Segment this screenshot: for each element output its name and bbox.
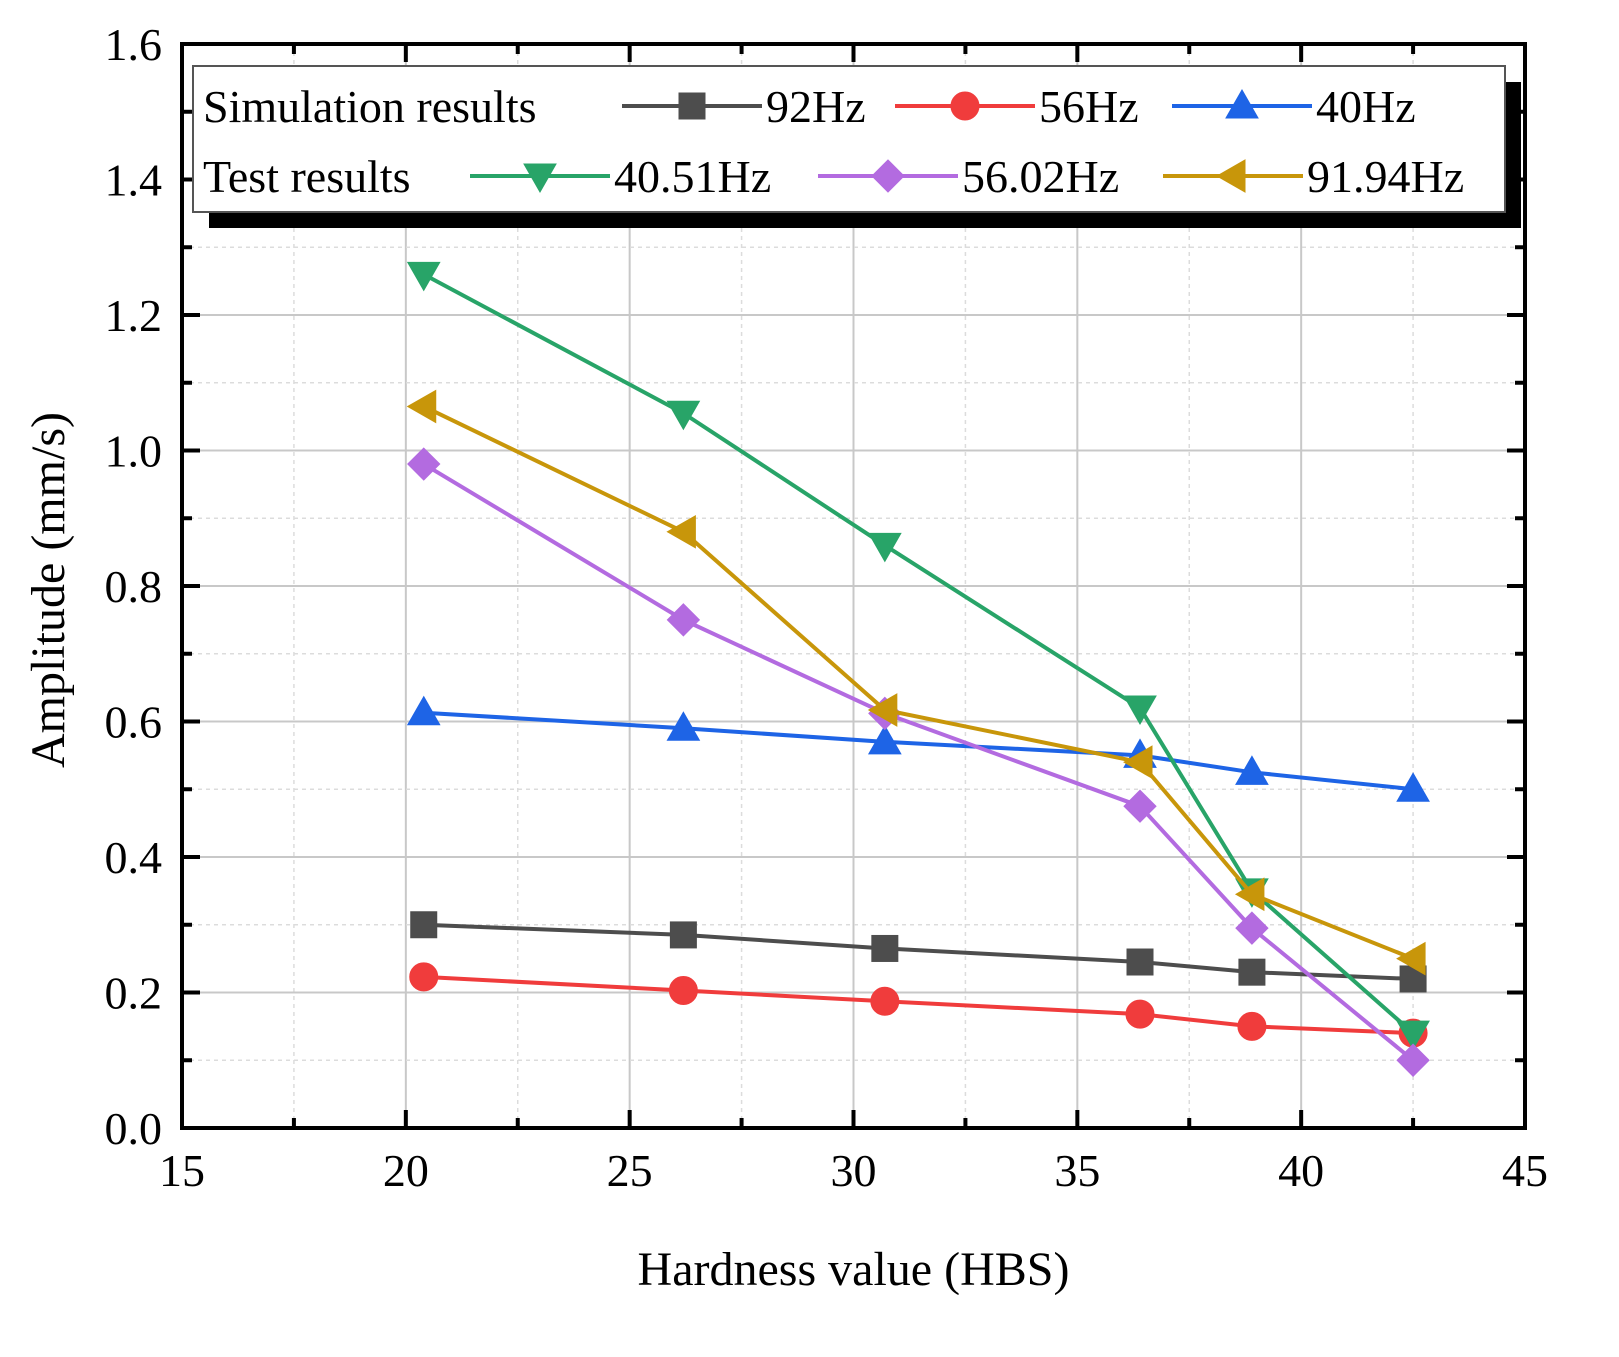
legend-marker — [678, 92, 706, 120]
data-point — [1235, 911, 1269, 945]
data-point — [1125, 999, 1155, 1029]
legend-label: 92Hz — [766, 81, 866, 132]
legend-marker — [950, 91, 980, 121]
x-tick-label: 45 — [1502, 1145, 1548, 1196]
data-point — [1234, 877, 1265, 912]
data-point — [871, 934, 899, 962]
data-point — [666, 603, 701, 637]
series-line — [422, 272, 1415, 1035]
legend-label: 40Hz — [1316, 81, 1416, 132]
y-tick-label: 1.4 — [105, 155, 163, 206]
y-tick-label: 0.2 — [105, 968, 163, 1019]
series-56hz — [409, 962, 1428, 1048]
y-tick-label: 0.8 — [105, 561, 163, 612]
x-tick-label: 20 — [383, 1145, 429, 1196]
data-point — [1123, 695, 1157, 725]
legend: Simulation results Test results 92Hz 56Hz… — [192, 65, 1521, 228]
legend-entry: 91.94Hz — [1163, 151, 1464, 202]
data-point — [867, 724, 902, 755]
legend-entry: 56Hz — [895, 81, 1139, 132]
legend-marker — [1215, 159, 1246, 193]
series-40hz — [406, 695, 1430, 802]
y-tick-label: 1.0 — [105, 426, 163, 477]
data-point — [406, 695, 441, 726]
data-point — [1237, 1011, 1267, 1041]
series-line — [422, 462, 1415, 1062]
y-tick-label: 1.6 — [105, 19, 163, 70]
data-point — [867, 532, 902, 563]
series-layer — [406, 261, 1430, 1077]
data-point — [867, 693, 898, 727]
data-point — [410, 911, 438, 939]
x-axis-title: Hardness value (HBS) — [638, 1243, 1070, 1296]
y-tick-label: 0.4 — [105, 832, 163, 883]
legend-marker — [871, 159, 905, 193]
legend-label: 40.51Hz — [614, 151, 771, 202]
legend-label: 91.94Hz — [1307, 151, 1464, 202]
x-tick-label: 30 — [831, 1145, 877, 1196]
legend-entry: 40Hz — [1172, 81, 1416, 132]
series-92hz — [410, 911, 1427, 993]
data-point — [409, 962, 439, 992]
data-point — [1126, 948, 1154, 976]
legend-marker — [523, 163, 557, 194]
data-point — [1122, 745, 1153, 780]
data-point — [1396, 941, 1426, 976]
data-point — [870, 986, 900, 1016]
y-tick-label: 0.0 — [105, 1103, 163, 1154]
legend-group-label: Test results — [203, 151, 411, 202]
x-tick-label: 15 — [159, 1145, 205, 1196]
x-tick-label: 40 — [1278, 1145, 1324, 1196]
data-point — [666, 711, 701, 741]
data-point — [666, 400, 701, 431]
data-point — [666, 514, 696, 549]
data-point — [406, 389, 437, 424]
tick-labels: 15 20 25 30 35 40 45 0.0 0.2 0.4 0.6 0.8 1.0 1.2 1.4 1.… — [105, 19, 1549, 1196]
legend-label: 56.02Hz — [962, 151, 1119, 202]
series-56-02hz — [407, 447, 1430, 1077]
legend-box — [192, 65, 1506, 213]
data-point — [1396, 1043, 1430, 1077]
data-point — [1396, 1020, 1430, 1051]
legend-entries: 92Hz 56Hz 40Hz 40.51Hz 56.02Hz 91.94Hz — [470, 81, 1464, 202]
y-tick-label: 1.2 — [105, 290, 163, 341]
y-tick-label: 0.6 — [105, 697, 163, 748]
axis-ticks — [180, 42, 1527, 1130]
series-line — [422, 404, 1414, 961]
data-point — [1235, 755, 1269, 785]
legend-entry: 40.51Hz — [470, 151, 771, 202]
x-tick-label: 35 — [1054, 1145, 1100, 1196]
series-line — [423, 922, 1414, 981]
y-axis-title: Amplitude (mm/s) — [22, 412, 75, 768]
data-point — [1238, 958, 1266, 986]
data-point — [668, 975, 698, 1005]
legend-entry: 56.02Hz — [818, 151, 1119, 202]
legend-label: 56Hz — [1039, 81, 1139, 132]
x-tick-label: 25 — [607, 1145, 653, 1196]
series-line — [423, 710, 1414, 792]
data-point — [669, 921, 697, 949]
data-point — [407, 447, 441, 481]
data-point — [1396, 772, 1430, 802]
data-point — [1123, 789, 1157, 823]
data-point — [406, 261, 441, 292]
legend-group-label: Simulation results — [203, 81, 537, 132]
legend-entry: 92Hz — [622, 81, 866, 132]
legend-marker — [1225, 88, 1259, 119]
series-91-94hz — [406, 389, 1426, 976]
series-line — [423, 974, 1414, 1036]
